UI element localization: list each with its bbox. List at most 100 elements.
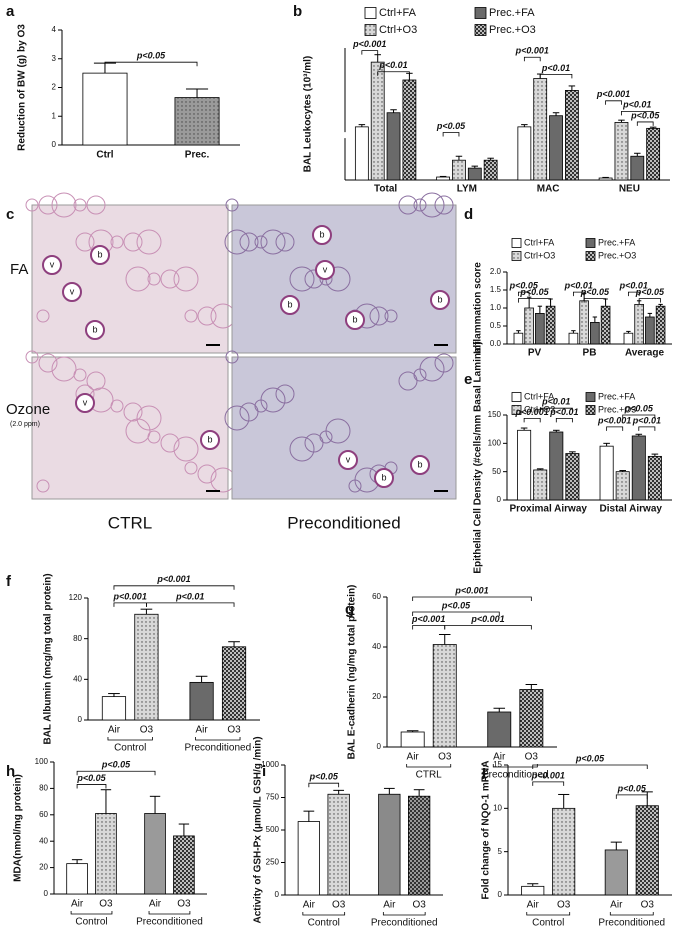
- sig-bracket: [104, 61, 198, 67]
- bar: [533, 78, 548, 181]
- panel-letter: d: [464, 206, 473, 223]
- alveolus: [197, 306, 217, 326]
- sig-bracket: [636, 121, 654, 126]
- airway: [200, 430, 220, 450]
- bar: [66, 863, 88, 895]
- sig-label: p<0.05: [309, 772, 339, 782]
- bar: [174, 97, 220, 146]
- sig-label: p<0.05: [635, 287, 665, 297]
- panel-letter: f: [6, 573, 12, 590]
- group-label: Control: [532, 918, 564, 929]
- alveolus: [38, 353, 58, 373]
- sig-label: p<0.001: [156, 574, 190, 584]
- image-label: v: [83, 397, 88, 407]
- bar: [545, 305, 556, 345]
- sig-label: p<0.05: [136, 51, 166, 61]
- y-axis-label: BAL Albumin (mcg/mg total protein): [43, 573, 54, 744]
- y-tick-label: 250: [266, 858, 280, 867]
- x-tick-label: Air: [195, 725, 208, 736]
- bar: [173, 835, 195, 895]
- group-label: CTRL: [416, 770, 443, 781]
- alveolus: [413, 368, 427, 382]
- legend-swatch: [364, 7, 377, 19]
- sig-bracket: [146, 602, 235, 607]
- y-tick-label: 10: [493, 803, 502, 812]
- panel-letter: h: [6, 763, 15, 780]
- group-bracket: [70, 911, 113, 915]
- panel-letter: g: [345, 601, 354, 618]
- airway: [85, 320, 105, 340]
- airway: [410, 455, 430, 475]
- alveolus: [51, 192, 77, 218]
- airway: [312, 225, 332, 245]
- sig-bracket: [583, 298, 606, 303]
- sig-label: p<0.001: [515, 46, 549, 56]
- bar: [552, 807, 576, 896]
- sig-bracket: [638, 298, 661, 303]
- bar: [467, 167, 482, 181]
- sig-label: p<0.001: [113, 591, 147, 601]
- y-tick-label: 1.5: [490, 285, 502, 294]
- bar: [564, 90, 579, 181]
- y-tick-label: 0.0: [490, 339, 502, 348]
- legend-swatch: [585, 405, 596, 415]
- bar: [408, 795, 431, 896]
- bar: [623, 332, 634, 345]
- bar: [524, 307, 534, 345]
- alveolus: [110, 235, 124, 249]
- bar: [483, 159, 498, 181]
- alveolus: [434, 195, 454, 215]
- x-tick-label: PB: [583, 348, 597, 359]
- sig-label: p<0.05: [624, 403, 654, 413]
- image-label: b: [97, 249, 102, 259]
- group-label: Preconditioned: [184, 743, 251, 754]
- alveolus: [413, 198, 427, 212]
- bar: [615, 471, 630, 501]
- sig-label: p<0.05: [441, 600, 471, 610]
- sig-bracket: [442, 132, 460, 137]
- panel-letter: b: [293, 3, 302, 20]
- x-tick-label: O3: [557, 900, 571, 911]
- y-tick-label: 20: [39, 863, 48, 872]
- alveolus: [225, 350, 239, 364]
- alveolus: [73, 368, 87, 382]
- x-tick-label: Distal Airway: [600, 504, 663, 515]
- sig-label: p<0.05: [630, 110, 660, 120]
- y-axis-label: BAL E-cadherin (ng/mg total protein): [347, 585, 358, 760]
- y-tick-label: 0.5: [490, 321, 502, 330]
- sig-bracket: [412, 625, 446, 630]
- y-tick-label: 60: [372, 592, 381, 601]
- group-label: Control: [308, 918, 340, 929]
- sig-label: p<0.01: [632, 415, 661, 425]
- y-axis-label: Fold change of NQO-1 mRNA: [481, 761, 492, 900]
- x-tick-label: O3: [332, 900, 346, 911]
- group-bracket: [107, 737, 153, 741]
- alveolus: [147, 272, 161, 286]
- y-axis-label: Inflammation score: [473, 262, 484, 354]
- y-tick-label: 80: [39, 784, 48, 793]
- airway: [374, 468, 394, 488]
- alveolus: [184, 309, 198, 323]
- alveolus: [136, 229, 162, 255]
- y-tick-label: 0: [498, 890, 503, 899]
- dose-label: (2.0 ppm): [10, 421, 40, 428]
- x-tick-label: Air: [71, 899, 84, 910]
- group-bracket: [302, 912, 346, 916]
- y-axis-label: Activity of GSH-Px (μmol/L GSH/g /min): [253, 736, 264, 923]
- alveolus: [86, 195, 106, 215]
- y-tick-label: 3: [52, 54, 57, 63]
- alveolus: [224, 405, 250, 431]
- y-tick-label: 150: [488, 410, 502, 419]
- y-tick-label: 5: [498, 847, 503, 856]
- sig-bracket: [412, 596, 532, 601]
- x-tick-label: Air: [527, 900, 540, 911]
- sig-label: p<0.01: [175, 591, 204, 601]
- sig-label: p<0.01: [541, 63, 570, 73]
- airway: [75, 393, 95, 413]
- image-label: b: [207, 434, 212, 444]
- legend-label: Prec.+FA: [598, 391, 635, 401]
- x-tick-label: PV: [528, 348, 542, 359]
- y-tick-label: 0: [377, 742, 382, 751]
- legend-swatch: [511, 251, 522, 261]
- airway: [42, 255, 62, 275]
